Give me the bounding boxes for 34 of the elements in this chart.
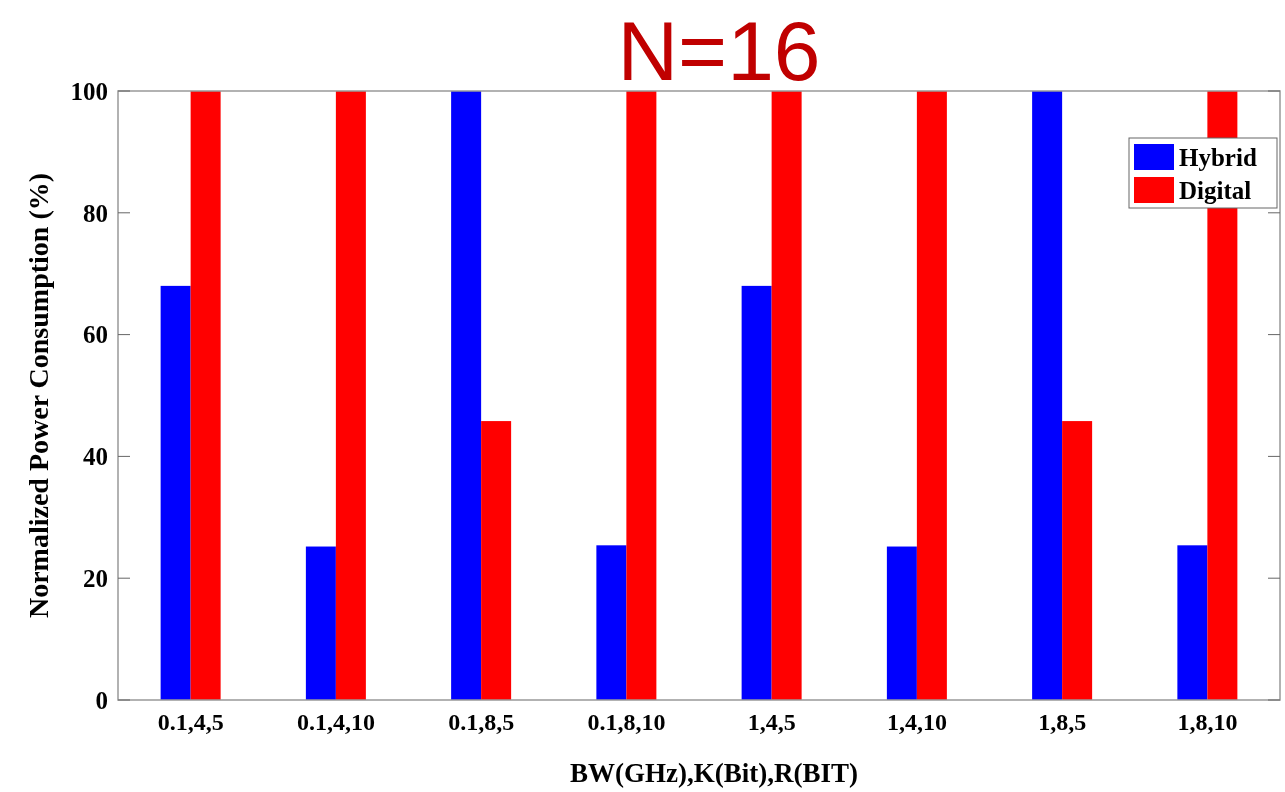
y-tick-label: 20 [83, 564, 108, 592]
bar [1062, 421, 1093, 700]
y-tick-label: 60 [83, 321, 108, 349]
legend-label: Digital [1179, 176, 1252, 204]
x-tick-label: 0.1,8,5 [448, 709, 515, 735]
bar [886, 546, 917, 700]
y-tick-label: 80 [83, 199, 108, 227]
bar [481, 421, 512, 700]
y-tick-label: 40 [83, 443, 108, 471]
legend-label: Hybrid [1179, 143, 1257, 171]
bar [335, 91, 366, 700]
x-tick-label: 1,8,10 [1177, 709, 1238, 735]
bar [916, 91, 947, 700]
x-tick-label: 1,8,5 [1038, 709, 1087, 735]
bar [596, 545, 627, 700]
chart-title: N=16 [617, 4, 821, 98]
bar [626, 91, 657, 700]
bar [741, 285, 772, 700]
x-tick-label: 0.1,4,5 [157, 709, 224, 735]
bar [1177, 545, 1208, 700]
x-axis-title: BW(GHz),K(Bit),R(BIT) [570, 758, 858, 788]
x-tick-label: 1,4,5 [747, 709, 796, 735]
bar [160, 285, 191, 700]
y-tick-label: 0 [95, 686, 108, 714]
bar [305, 546, 336, 700]
x-tick-label: 0.1,8,10 [587, 709, 666, 735]
x-tick-label: 1,4,10 [886, 709, 947, 735]
bar [771, 91, 802, 700]
y-tick-label: 100 [70, 77, 108, 105]
x-tick-label: 0.1,4,10 [296, 709, 375, 735]
bar [190, 91, 221, 700]
bar [1032, 91, 1063, 700]
bar [451, 91, 482, 700]
y-axis-title: Normalized Power Consumption (%) [23, 172, 54, 619]
